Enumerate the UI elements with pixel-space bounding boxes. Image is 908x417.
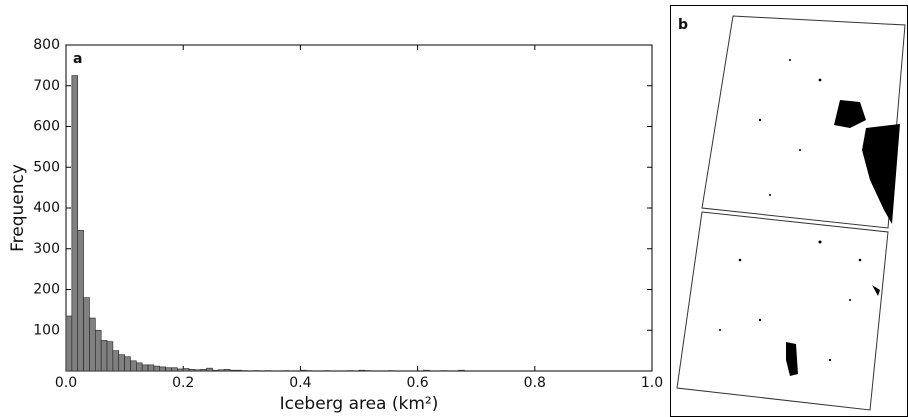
x-tick-label: 0.8	[524, 375, 546, 391]
y-tick-label: 400	[33, 200, 60, 216]
bar	[171, 367, 178, 372]
y-tick-label: 500	[33, 159, 60, 175]
bar	[124, 356, 131, 372]
bar	[200, 369, 207, 372]
x-tick-label: 0.6	[406, 375, 428, 391]
plot-frame	[65, 44, 653, 372]
bar	[112, 350, 120, 372]
image-panel: b	[670, 5, 908, 417]
y-tick-label: 800	[33, 37, 60, 53]
y-axis-title: Frequency	[8, 164, 28, 252]
bar	[212, 369, 219, 372]
bar	[141, 364, 149, 372]
iceberg	[834, 100, 866, 128]
bar	[130, 360, 137, 372]
x-tick-label: 1.0	[641, 375, 663, 391]
bar	[95, 329, 102, 372]
panel-letter: b	[678, 17, 688, 33]
iceberg	[872, 285, 880, 296]
bar	[153, 365, 161, 372]
bar	[118, 354, 125, 372]
bar	[77, 230, 84, 372]
bar	[65, 315, 73, 372]
bar	[83, 297, 90, 372]
bar	[206, 367, 213, 372]
bar	[218, 369, 225, 372]
bar	[71, 75, 79, 372]
bar	[300, 369, 307, 372]
y-tick-label: 300	[33, 241, 60, 257]
ice-speckles	[719, 59, 862, 362]
y-tick-label: 700	[33, 78, 60, 94]
satellite-tile	[701, 15, 906, 229]
y-tick-label: 600	[33, 119, 60, 135]
bar	[89, 317, 96, 372]
bar	[235, 369, 243, 372]
bar	[229, 369, 237, 372]
y-tick-label: 200	[33, 282, 60, 298]
bar	[136, 362, 143, 372]
bar	[423, 369, 430, 372]
bar	[106, 341, 114, 372]
bar	[182, 368, 190, 372]
iceberg	[786, 342, 798, 376]
bar	[223, 369, 231, 372]
x-tick-label: 0.0	[55, 375, 77, 391]
bar	[358, 369, 366, 372]
panel-letter: a	[73, 51, 82, 67]
satellite-tile	[676, 211, 889, 411]
x-axis-title: Iceberg area (km²)	[280, 394, 439, 414]
x-tick-label: 0.4	[289, 375, 311, 391]
bar	[194, 369, 202, 372]
bar	[458, 369, 465, 372]
bar	[177, 368, 184, 372]
bar	[147, 364, 155, 372]
y-tick-label: 100	[33, 322, 60, 338]
bar	[100, 340, 108, 372]
iceberg	[862, 124, 900, 224]
x-tick-label: 0.2	[172, 375, 194, 391]
bar	[159, 366, 166, 372]
bar	[165, 367, 172, 372]
bar	[188, 369, 196, 372]
